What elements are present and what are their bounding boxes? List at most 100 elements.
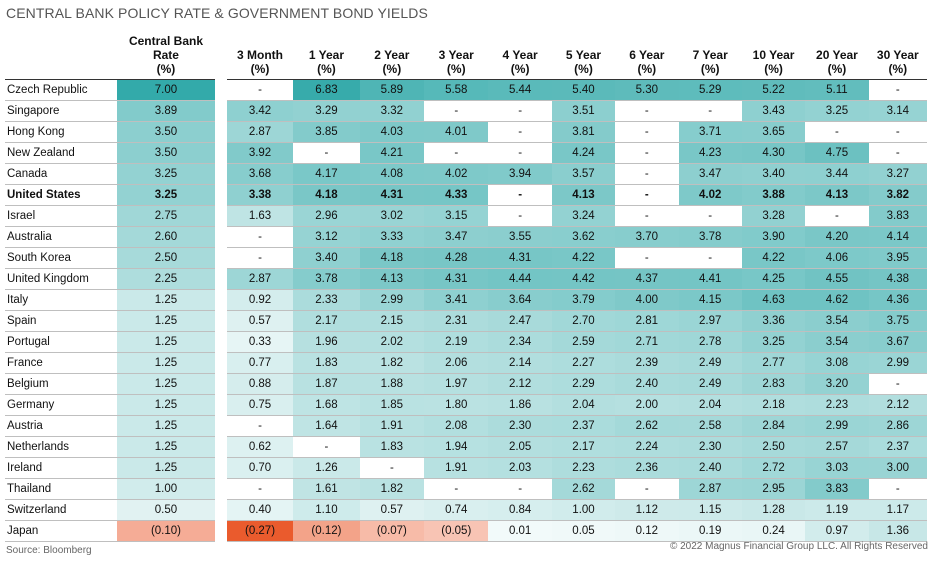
value-cell: 2.87 [226, 122, 294, 143]
value-cell: 4.30 [741, 143, 806, 164]
value-cell: 0.01 [488, 521, 552, 542]
table-row: Israel 2.75 1.63 2.96 3.02 3.15-3.24- -3.28-3.… [5, 206, 927, 227]
value-cell: 1.25 [117, 416, 215, 437]
value-cell: 3.00 [868, 458, 927, 479]
value-cell: 3.92 [226, 143, 294, 164]
value-cell: 2.47 [488, 311, 552, 332]
value-cell: 2.29 [551, 374, 616, 395]
value-cell: 2.37 [868, 437, 927, 458]
header-gap [215, 34, 227, 80]
value-cell: 1.17 [868, 500, 927, 521]
column-header: 10 Year (%) [741, 34, 806, 80]
column-header: 5 Year (%) [551, 34, 616, 80]
value-cell: - [226, 227, 294, 248]
value-cell: 3.24 [551, 206, 616, 227]
value-cell: 1.68 [293, 395, 360, 416]
value-cell: 2.97 [678, 311, 742, 332]
value-cell: - [226, 248, 294, 269]
value-cell: 4.21 [359, 143, 425, 164]
value-cell: 3.65 [741, 122, 806, 143]
country-cell: Germany [5, 395, 118, 416]
value-cell: 2.96 [293, 206, 360, 227]
table-row: Portugal 1.25 0.33 1.96 2.02 2.19 2.34 2.59 2.71… [5, 332, 927, 353]
column-header-line1 [488, 34, 551, 48]
column-header-line1 [742, 34, 805, 48]
value-cell: 4.37 [615, 269, 679, 290]
value-cell: 1.10 [293, 500, 360, 521]
value-cell: 3.50 [117, 143, 215, 164]
value-cell: 2.15 [359, 311, 425, 332]
column-header-line2: 10 Year [752, 48, 795, 62]
value-cell: 1.94 [424, 437, 489, 458]
value-cell: - [293, 437, 360, 458]
value-cell: 2.18 [741, 395, 806, 416]
value-cell: 2.05 [488, 437, 552, 458]
value-cell: 0.92 [226, 290, 294, 311]
value-cell: 0.84 [488, 500, 552, 521]
table-row: Canada 3.25 3.68 4.17 4.08 4.02 3.94 3.57-3.47 3… [5, 164, 927, 185]
value-cell: 3.41 [424, 290, 489, 311]
country-cell: Singapore [5, 101, 118, 122]
column-header-line3: (%) [156, 62, 176, 76]
column-header-line3: (%) [764, 62, 783, 76]
value-cell: 5.22 [741, 80, 806, 101]
value-cell: 3.64 [488, 290, 552, 311]
value-cell: 3.12 [293, 227, 360, 248]
column-header-line3: (%) [700, 62, 720, 76]
value-cell: 2.95 [741, 479, 806, 500]
value-cell: - [488, 479, 552, 500]
value-cell: 4.38 [868, 269, 927, 290]
value-cell: 4.36 [868, 290, 927, 311]
value-cell: 2.81 [615, 311, 679, 332]
value-cell: 0.62 [226, 437, 294, 458]
value-cell: 1.28 [741, 500, 806, 521]
column-header-line2: 6 Year [629, 48, 665, 62]
table-row: Singapore 3.89 3.42 3.29 3.32- -3.51- -3.43 3.2… [5, 101, 927, 122]
column-header-line1 [227, 34, 293, 48]
value-cell: 0.70 [226, 458, 294, 479]
gap-cell [215, 374, 227, 395]
column-header: 30 Year (%) [868, 34, 927, 80]
value-cell: 3.67 [868, 332, 927, 353]
value-cell: 1.25 [117, 437, 215, 458]
value-cell: 1.87 [293, 374, 360, 395]
value-cell: - [615, 164, 679, 185]
column-header-line2: 30 Year [876, 48, 919, 62]
value-cell: 4.41 [678, 269, 742, 290]
gap-cell [215, 185, 227, 206]
value-cell: 2.17 [551, 437, 616, 458]
value-cell: 2.06 [424, 353, 489, 374]
value-cell: 4.13 [551, 185, 616, 206]
column-header: 3 Year (%) [424, 34, 489, 80]
value-cell: 0.97 [805, 521, 869, 542]
value-cell: 1.25 [117, 332, 215, 353]
value-cell: - [868, 143, 927, 164]
value-cell: 2.27 [551, 353, 616, 374]
table-row: South Korea 2.50-3.40 4.18 4.28 4.31 4.22- -4.… [5, 248, 927, 269]
column-header-line2: 7 Year [692, 48, 728, 62]
value-cell: 1.15 [678, 500, 742, 521]
value-cell: - [488, 185, 552, 206]
value-cell: - [488, 143, 552, 164]
value-cell: - [615, 206, 679, 227]
country-cell: Italy [5, 290, 118, 311]
value-cell: - [226, 80, 294, 101]
table-row: Ireland 1.25 0.70 1.26-1.91 2.03 2.23 2.36 2.40… [5, 458, 927, 479]
value-cell: 3.02 [359, 206, 425, 227]
table-row: Belgium 1.25 0.88 1.87 1.88 1.97 2.12 2.29 2.40 2… [5, 374, 927, 395]
column-header-line2: Rate [152, 48, 179, 62]
gap-cell [215, 248, 227, 269]
value-cell: - [615, 101, 679, 122]
header-row: Central Bank Rate (%) 3 Month (%) 1 Year (%)… [5, 34, 927, 80]
value-cell: 3.38 [226, 185, 294, 206]
value-cell: 4.31 [424, 269, 489, 290]
value-cell: 2.34 [488, 332, 552, 353]
value-cell: (0.05) [424, 521, 489, 542]
value-cell: 4.44 [488, 269, 552, 290]
value-cell: - [868, 122, 927, 143]
value-cell: 0.24 [741, 521, 806, 542]
value-cell: 1.88 [359, 374, 425, 395]
gap-cell [215, 437, 227, 458]
value-cell: 4.14 [868, 227, 927, 248]
column-header: 6 Year (%) [615, 34, 679, 80]
